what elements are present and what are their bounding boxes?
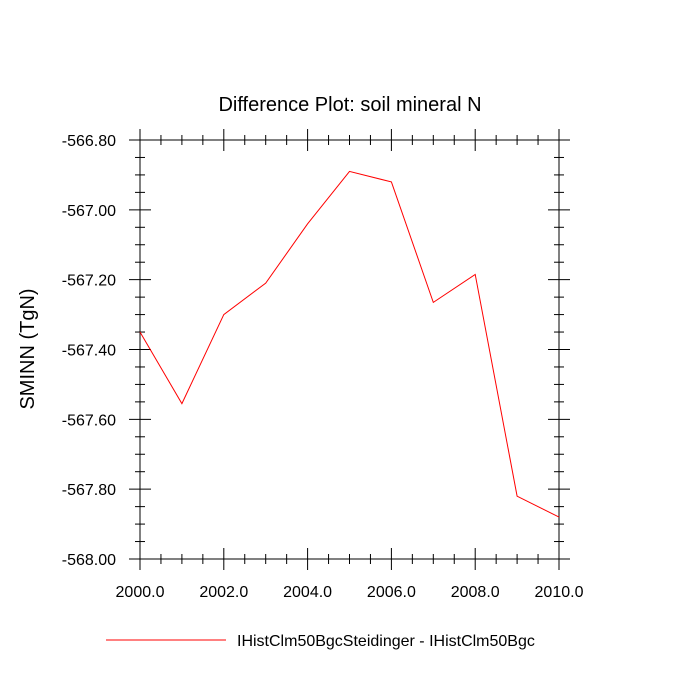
x-tick-label: 2000.0 <box>116 584 165 601</box>
x-tick-label: 2002.0 <box>199 584 248 601</box>
y-tick-label: -567.00 <box>62 203 116 220</box>
legend-label: IHistClm50BgcSteidinger - IHistClm50Bgc <box>237 633 535 650</box>
tick-labels: 2000.0 2002.0 2004.0 2006.0 2008.0 2010.0 -566… <box>62 133 584 601</box>
y-tick-label: -566.80 <box>62 133 116 150</box>
plot-frame <box>139 139 560 560</box>
y-tick-label: -567.80 <box>62 482 116 499</box>
y-tick-label: -567.60 <box>62 412 116 429</box>
y-tick-label: -568.00 <box>62 552 116 569</box>
y-tick-label: -567.40 <box>62 343 116 360</box>
x-tick-label: 2010.0 <box>535 584 584 601</box>
series-layer <box>139 170 560 518</box>
tick-marks <box>129 129 570 570</box>
chart-title: Difference Plot: soil mineral N <box>218 94 481 116</box>
x-tick-label: 2006.0 <box>367 584 416 601</box>
legend: IHistClm50BgcSteidinger - IHistClm50Bgc <box>106 633 535 650</box>
series-line <box>139 170 560 518</box>
x-tick-label: 2008.0 <box>451 584 500 601</box>
y-tick-label: -567.20 <box>62 273 116 290</box>
x-tick-label: 2004.0 <box>283 584 332 601</box>
y-axis-label: SMINN (TgN) <box>17 288 39 409</box>
